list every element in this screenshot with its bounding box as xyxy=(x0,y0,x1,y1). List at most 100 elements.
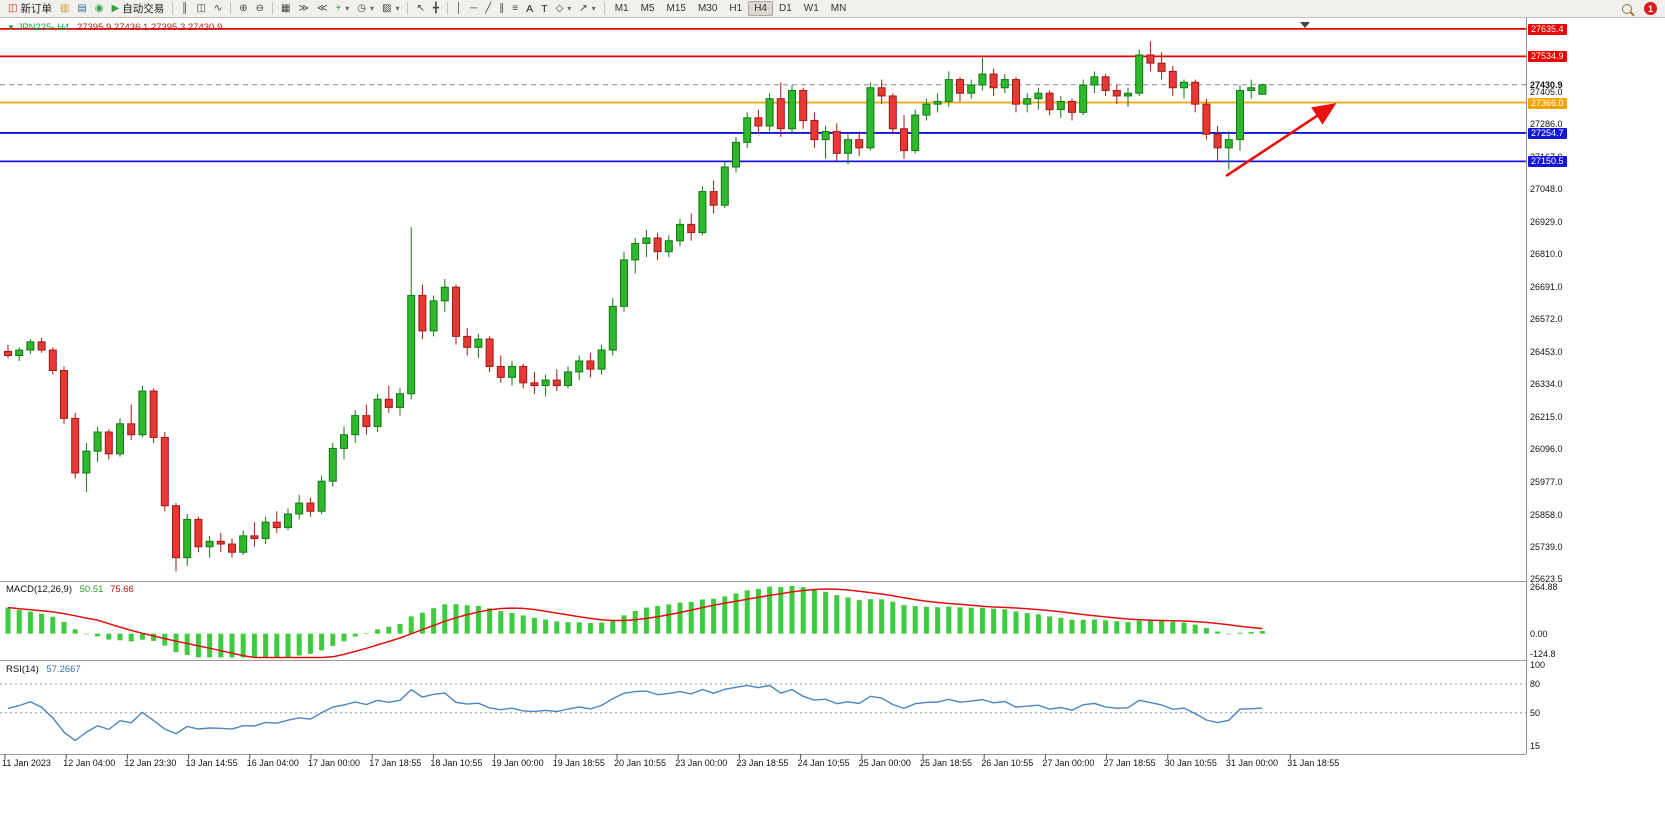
axis-label: 26810.0 xyxy=(1530,249,1563,260)
toolbar-separator xyxy=(446,2,448,15)
chevron-down-icon: ▾ xyxy=(567,4,572,13)
vertical-line-tool-button[interactable]: │ xyxy=(452,1,466,17)
chart-window: ▼ JPN225-,H4 27395.9 27436.1 27395.3 274… xyxy=(0,18,1665,829)
annotation-arrow[interactable] xyxy=(1225,103,1337,178)
bar-chart-button[interactable]: ║ xyxy=(177,1,192,17)
chart-shift-icon: ≪ xyxy=(316,2,328,14)
shapes-icon: ◇ xyxy=(555,2,564,14)
toolbar-separator xyxy=(230,2,232,15)
axis-label: 27430.9 xyxy=(1530,79,1563,90)
line-chart-button[interactable]: ∿ xyxy=(210,1,226,17)
zoom-out-button[interactable]: ⊖ xyxy=(252,1,268,17)
market-watch-button[interactable]: ▥ xyxy=(56,1,73,17)
vertical-line-icon: │ xyxy=(455,2,463,14)
timeframe-m15-button[interactable]: M15 xyxy=(666,3,686,14)
macd-main-value: 50.51 xyxy=(79,584,104,595)
axis-label: 26334.0 xyxy=(1530,379,1563,390)
candlestick-chart-button[interactable]: ◫ xyxy=(192,1,209,17)
channel-tool-button[interactable]: ∥ xyxy=(495,1,508,17)
toolbar-right-group: 1 xyxy=(1618,1,1661,17)
indicators-button[interactable]: + ▾ xyxy=(331,1,353,17)
candlestick-chart-icon: ◫ xyxy=(196,2,206,14)
toolbar-separator xyxy=(407,2,409,15)
data-window-button[interactable]: ▤ xyxy=(73,1,90,17)
time-axis-label: 17 Jan 18:55 xyxy=(369,758,422,768)
price-axis[interactable]: 27405.027286.027167.027048.026929.026810… xyxy=(1528,18,1665,798)
time-axis-label: 25 Jan 18:55 xyxy=(920,758,973,768)
timeframe-m1-button[interactable]: M1 xyxy=(614,3,629,14)
axis-label: 100 xyxy=(1530,659,1546,670)
notification-badge[interactable]: 1 xyxy=(1644,2,1657,15)
timeframe-mn-button[interactable]: MN xyxy=(830,3,847,14)
zoom-in-button[interactable]: ⊕ xyxy=(235,1,251,17)
timeframe-w1-button[interactable]: W1 xyxy=(803,3,819,14)
axis-label: 26096.0 xyxy=(1530,444,1563,455)
symbol-collapse-icon[interactable]: ▼ xyxy=(7,23,15,32)
trendline-icon: ╱ xyxy=(485,2,492,14)
timeframe-d1-button[interactable]: D1 xyxy=(779,3,792,14)
new-order-button[interactable]: ◫ 新订单 xyxy=(4,1,56,17)
timeframe-h4-button[interactable]: H4 xyxy=(748,1,773,16)
chart-canvas[interactable] xyxy=(0,18,1528,780)
periods-button[interactable]: ◷ ▾ xyxy=(353,1,378,17)
data-window-icon: ▤ xyxy=(77,2,87,14)
axis-label: 25739.0 xyxy=(1530,542,1563,553)
timeframe-m30-button[interactable]: M30 xyxy=(697,3,718,14)
rsi-line xyxy=(7,684,1263,742)
price-line-badge: 27150.5 xyxy=(1528,156,1567,168)
trendline-tool-button[interactable]: ╱ xyxy=(481,1,495,17)
clock-icon: ◷ xyxy=(357,2,366,14)
macd-indicator-label: MACD(12,26,9) 50.51 75.66 xyxy=(6,584,134,595)
chart-shift-marker[interactable] xyxy=(1300,22,1310,28)
arrows-tool-button[interactable]: ↗ ▾ xyxy=(575,1,599,17)
toolbar-separator xyxy=(272,2,274,15)
text-tool-button[interactable]: A xyxy=(522,1,537,17)
search-button[interactable] xyxy=(1618,1,1636,17)
time-axis-label: 13 Jan 14:55 xyxy=(185,758,238,768)
rsi-indicator-label: RSI(14) 57.2667 xyxy=(6,664,81,675)
axis-label: 80 xyxy=(1530,679,1541,690)
timeframe-m5-button[interactable]: M5 xyxy=(640,3,655,14)
time-axis-label: 23 Jan 18:55 xyxy=(736,758,789,768)
shapes-tool-button[interactable]: ◇ ▾ xyxy=(552,1,576,17)
help-button[interactable]: ◉ xyxy=(91,1,108,17)
axis-label: 27048.0 xyxy=(1530,184,1563,195)
auto-scroll-button[interactable]: ≫ xyxy=(294,1,312,17)
auto-scroll-icon: ≫ xyxy=(298,2,309,14)
horizontal-line-tool-button[interactable]: ─ xyxy=(466,1,481,17)
tile-windows-button[interactable]: ▦ xyxy=(277,1,294,17)
main-toolbar: ◫ 新订单 ▥ ▤ ◉ ▶ 自动交易 ║ ◫ ∿ ⊕ ⊖ ▦ ≫ ≪ + ▾ xyxy=(0,0,1665,18)
zoom-in-icon: ⊕ xyxy=(239,2,248,14)
candles-layer xyxy=(4,41,1267,572)
axis-label: 25858.0 xyxy=(1530,509,1563,520)
tile-windows-icon: ▦ xyxy=(281,2,291,14)
time-axis-label: 17 Jan 00:00 xyxy=(308,758,361,768)
cursor-icon: ↖ xyxy=(416,2,425,14)
crosshair-tool-button[interactable]: ╋ xyxy=(429,1,443,17)
search-icon xyxy=(1622,3,1632,14)
time-axis-label: 24 Jan 10:55 xyxy=(797,758,850,768)
symbol-timeframe-label: JPN225-,H4 xyxy=(17,22,70,33)
text-label-tool-label: T xyxy=(541,2,548,15)
macd-name: MACD(12,26,9) xyxy=(6,584,72,595)
line-chart-icon: ∿ xyxy=(213,2,223,14)
time-axis-label: 12 Jan 23:30 xyxy=(124,758,177,768)
crosshair-icon: ╋ xyxy=(432,2,439,14)
cursor-tool-button[interactable]: ↖ xyxy=(412,1,428,17)
axis-label: 25977.0 xyxy=(1530,477,1563,487)
chevron-down-icon: ▾ xyxy=(395,4,400,13)
symbol-info: ▼ JPN225-,H4 27395.9 27436.1 27395.3 274… xyxy=(7,22,222,33)
axis-label: 27405.0 xyxy=(1530,86,1563,97)
templates-button[interactable]: ▨ ▾ xyxy=(378,1,403,17)
chevron-down-icon: ▾ xyxy=(345,4,350,13)
macd-signal-value: 75.66 xyxy=(110,584,134,595)
time-axis[interactable]: 11 Jan 2023 12 Jan 04:00 12 Jan 23:30 13 Ja… xyxy=(0,758,1528,772)
arrows-icon: ↗ xyxy=(579,2,588,14)
fibonacci-tool-button[interactable]: ≡ xyxy=(508,1,522,17)
timeframe-h1-button[interactable]: H1 xyxy=(729,3,743,14)
chart-shift-button[interactable]: ≪ xyxy=(313,1,331,17)
text-tool-label: A xyxy=(526,2,534,15)
fibonacci-icon: ≡ xyxy=(512,2,519,14)
auto-trading-button[interactable]: ▶ 自动交易 xyxy=(108,1,169,17)
text-label-tool-button[interactable]: T xyxy=(537,1,551,17)
